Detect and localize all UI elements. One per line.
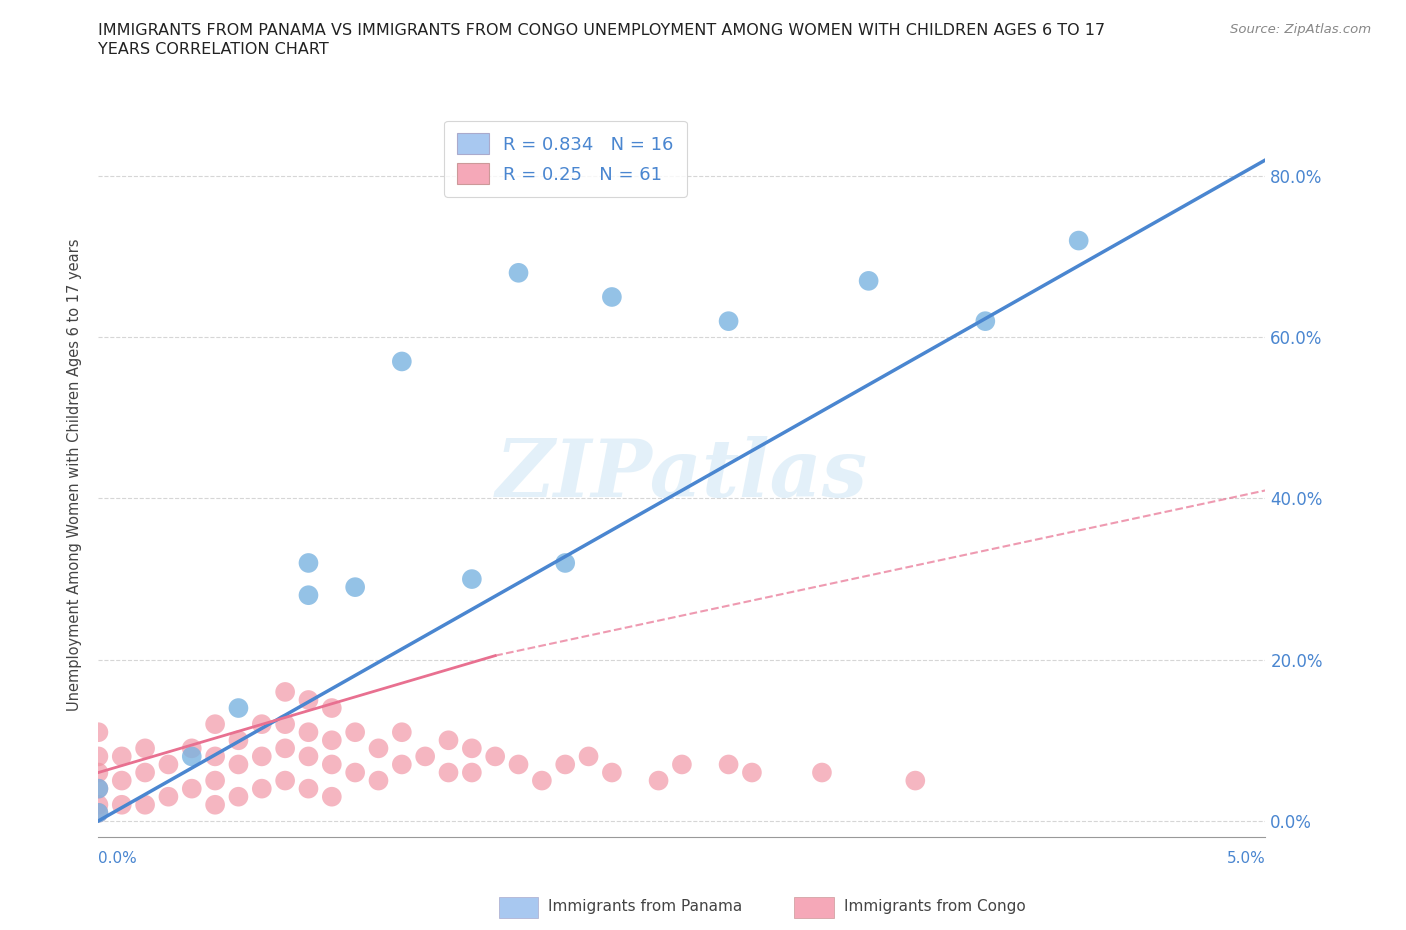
Text: 5.0%: 5.0% (1226, 851, 1265, 866)
Point (250, 717, 273, 732)
Point (297, 749, 319, 764)
Point (111, 797, 134, 812)
Point (717, 313, 740, 328)
Point (111, 773, 134, 788)
Text: Immigrants from Panama: Immigrants from Panama (548, 899, 742, 914)
Point (204, 797, 226, 812)
Point (344, 724, 367, 739)
Point (391, 724, 413, 739)
Point (321, 757, 343, 772)
Text: Source: ZipAtlas.com: Source: ZipAtlas.com (1230, 23, 1371, 36)
Point (321, 700, 343, 715)
Point (461, 741, 484, 756)
Point (437, 733, 460, 748)
Point (228, 790, 250, 804)
Point (87, 781, 110, 796)
Point (437, 765, 460, 780)
Point (297, 588, 319, 603)
Text: IMMIGRANTS FROM PANAMA VS IMMIGRANTS FROM CONGO UNEMPLOYMENT AMONG WOMEN WITH CH: IMMIGRANTS FROM PANAMA VS IMMIGRANTS FRO… (98, 23, 1105, 38)
Point (180, 749, 202, 764)
Point (250, 781, 273, 796)
Point (87, 765, 110, 780)
Point (87, 749, 110, 764)
Point (904, 773, 927, 788)
Y-axis label: Unemployment Among Women with Children Ages 6 to 17 years: Unemployment Among Women with Children A… (67, 238, 83, 711)
Point (1067, 233, 1090, 248)
Point (391, 354, 413, 369)
Point (741, 765, 763, 780)
Point (87, 781, 110, 796)
Point (297, 781, 319, 796)
Text: Immigrants from Congo: Immigrants from Congo (844, 899, 1025, 914)
Point (274, 717, 297, 732)
Point (274, 684, 297, 699)
Point (228, 757, 250, 772)
Point (461, 765, 484, 780)
Point (578, 749, 600, 764)
Point (204, 749, 226, 764)
Point (180, 741, 202, 756)
Point (508, 757, 530, 772)
Point (530, 773, 553, 788)
Point (297, 693, 319, 708)
Point (974, 313, 997, 328)
Point (321, 733, 343, 748)
Point (367, 741, 389, 756)
Point (297, 555, 319, 570)
Point (87, 797, 110, 812)
Point (554, 757, 576, 772)
Point (321, 790, 343, 804)
Text: YEARS CORRELATION CHART: YEARS CORRELATION CHART (98, 42, 329, 57)
Point (671, 757, 693, 772)
Point (717, 757, 740, 772)
Point (134, 765, 156, 780)
Point (554, 555, 576, 570)
Point (228, 733, 250, 748)
Point (228, 700, 250, 715)
Point (250, 749, 273, 764)
Point (157, 757, 180, 772)
Point (134, 741, 156, 756)
Point (344, 765, 367, 780)
Point (111, 749, 134, 764)
Text: 0.0%: 0.0% (98, 851, 138, 866)
Point (391, 757, 413, 772)
Point (508, 265, 530, 280)
Point (180, 781, 202, 796)
Point (134, 797, 156, 812)
Point (87, 805, 110, 820)
Point (600, 289, 623, 304)
Point (647, 773, 669, 788)
Point (367, 773, 389, 788)
Legend: R = 0.834   N = 16, R = 0.25   N = 61: R = 0.834 N = 16, R = 0.25 N = 61 (444, 121, 686, 196)
Point (858, 273, 880, 288)
Point (461, 572, 484, 587)
Point (811, 765, 834, 780)
Point (297, 724, 319, 739)
Point (204, 717, 226, 732)
Point (87, 805, 110, 820)
Point (87, 724, 110, 739)
Point (274, 773, 297, 788)
Point (204, 773, 226, 788)
Point (413, 749, 436, 764)
Text: ZIPatlas: ZIPatlas (496, 435, 868, 513)
Point (274, 741, 297, 756)
Point (344, 579, 367, 594)
Point (600, 765, 623, 780)
Point (484, 749, 506, 764)
Point (157, 790, 180, 804)
